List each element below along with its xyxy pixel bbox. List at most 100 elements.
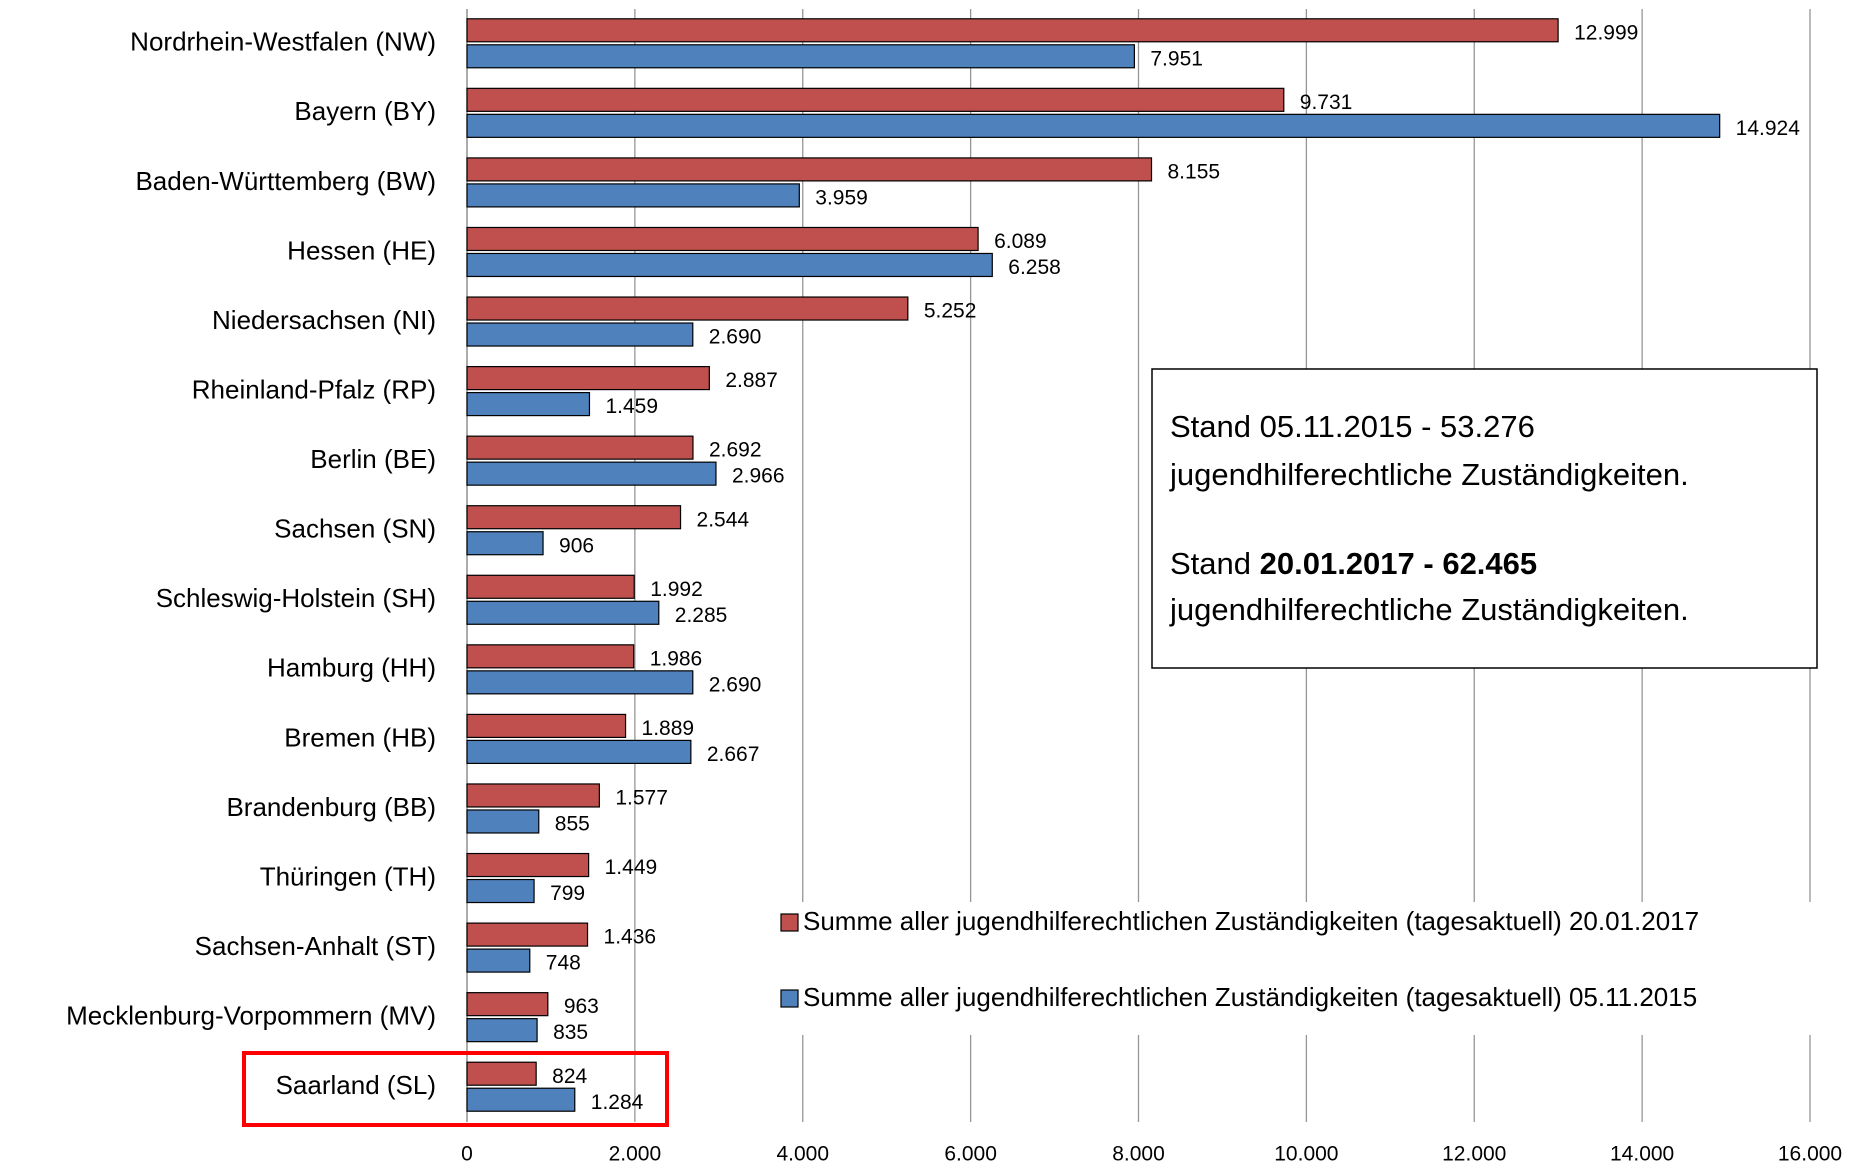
bar: [466, 1018, 538, 1043]
annotation-line: jugendhilferechtliche Zuständigkeiten.: [1169, 457, 1689, 492]
bar: [466, 87, 1285, 112]
annotation-text: Stand: [1170, 546, 1260, 581]
y-tick-label: Hessen (HE): [287, 235, 436, 265]
x-tick-label: 4.000: [776, 1143, 829, 1166]
bar: [466, 600, 660, 625]
y-tick-label: Berlin (BE): [310, 444, 436, 474]
y-tick-label: Baden-Württemberg (BW): [135, 166, 436, 196]
data-label: 1.284: [591, 1091, 644, 1114]
bar: [466, 322, 694, 347]
y-tick-label: Sachsen-Anhalt (ST): [195, 931, 436, 961]
y-tick-label: Hamburg (HH): [267, 653, 436, 683]
y-tick-label: Saarland (SL): [276, 1070, 436, 1100]
bar: [466, 922, 589, 947]
bar: [466, 226, 979, 252]
bar: [466, 44, 1135, 69]
y-tick-label: Mecklenburg-Vorpommern (MV): [66, 1001, 436, 1031]
legend-background: [772, 902, 1827, 1035]
bar: [466, 183, 800, 208]
legend-label: Summe aller jugendhilferechtlichen Zustä…: [803, 982, 1697, 1012]
data-label: 14.924: [1736, 117, 1801, 140]
data-label: 835: [553, 1021, 588, 1044]
data-label: 3.959: [815, 186, 868, 209]
annotation-line: Stand 05.11.2015 - 53.276: [1170, 409, 1535, 444]
y-tick-label: Nordrhein-Westfalen (NW): [130, 27, 436, 57]
data-label: 2.966: [732, 465, 785, 488]
bar: [466, 948, 531, 973]
bar: [466, 739, 692, 765]
data-label: 2.285: [675, 604, 728, 627]
data-label: 748: [546, 952, 581, 975]
bar: [466, 574, 635, 599]
data-label: 2.667: [707, 743, 760, 766]
bar: [466, 252, 993, 278]
x-tick-label: 12.000: [1442, 1143, 1506, 1166]
bar: [466, 365, 710, 391]
bar: [466, 713, 627, 739]
bar: [466, 809, 540, 834]
y-tick-label: Brandenburg (BB): [226, 792, 436, 822]
annotation-line: jugendhilferechtliche Zuständigkeiten.: [1169, 592, 1689, 627]
bar: [466, 878, 535, 904]
bar: [466, 852, 590, 878]
x-tick-label: 14.000: [1610, 1143, 1674, 1166]
data-label: 799: [550, 882, 585, 905]
data-label: 2.692: [709, 439, 762, 462]
data-label: 906: [559, 534, 594, 557]
x-tick-label: 8.000: [1112, 1143, 1165, 1166]
data-label: 6.089: [994, 230, 1047, 253]
data-label: 8.155: [1168, 160, 1221, 183]
bar: [466, 505, 682, 530]
data-label: 1.889: [642, 717, 695, 740]
data-label: 824: [552, 1065, 587, 1088]
bar: [466, 296, 909, 321]
data-label: 12.999: [1574, 21, 1638, 44]
bar: [466, 1061, 537, 1086]
data-label: 1.459: [605, 395, 658, 418]
x-tick-label: 6.000: [944, 1143, 997, 1166]
y-tick-label: Sachsen (SN): [274, 514, 436, 544]
y-tick-label: Bayern (BY): [294, 96, 436, 126]
y-tick-label: Bremen (HB): [284, 722, 436, 752]
bar: [466, 783, 600, 808]
data-label: 1.436: [604, 926, 657, 949]
data-label: 855: [555, 813, 590, 836]
data-label: 2.544: [697, 508, 750, 531]
data-label: 963: [564, 995, 599, 1018]
y-tick-label: Niedersachsen (NI): [212, 305, 436, 335]
data-label: 1.577: [615, 787, 668, 810]
data-label: 2.887: [725, 369, 778, 392]
bar: [466, 435, 694, 460]
data-label: 2.690: [709, 326, 762, 349]
legend-swatch: [780, 989, 799, 1008]
x-tick-label: 2.000: [609, 1143, 662, 1166]
legend-swatch: [780, 913, 799, 932]
y-tick-label: Schleswig-Holstein (SH): [156, 583, 436, 613]
annotation-bold: 20.01.2017 - 62.465: [1260, 546, 1538, 581]
x-tick-label: 0: [461, 1143, 473, 1166]
annotation-line: Stand 20.01.2017 - 62.465: [1170, 546, 1537, 581]
data-label: 7.951: [1150, 47, 1203, 70]
bar: [466, 670, 694, 695]
annotation-box: [1151, 368, 1818, 669]
bar: [466, 531, 544, 556]
bar: [466, 1087, 576, 1112]
y-tick-label: Rheinland-Pfalz (RP): [192, 374, 436, 404]
data-label: 2.690: [709, 673, 762, 696]
bar: [466, 18, 1559, 43]
bar: [466, 461, 717, 486]
bar: [466, 113, 1721, 138]
legend-label: Summe aller jugendhilferechtlichen Zustä…: [803, 906, 1699, 936]
x-tick-label: 16.000: [1778, 1143, 1842, 1166]
bar: [466, 157, 1153, 182]
data-label: 1.449: [605, 856, 658, 879]
x-tick-label: 10.000: [1274, 1143, 1338, 1166]
bar: [466, 391, 591, 417]
data-label: 1.986: [650, 647, 703, 670]
data-label: 6.258: [1008, 256, 1061, 279]
bars: [466, 18, 1721, 1112]
y-tick-label: Thüringen (TH): [260, 861, 436, 891]
data-label: 5.252: [924, 300, 977, 323]
